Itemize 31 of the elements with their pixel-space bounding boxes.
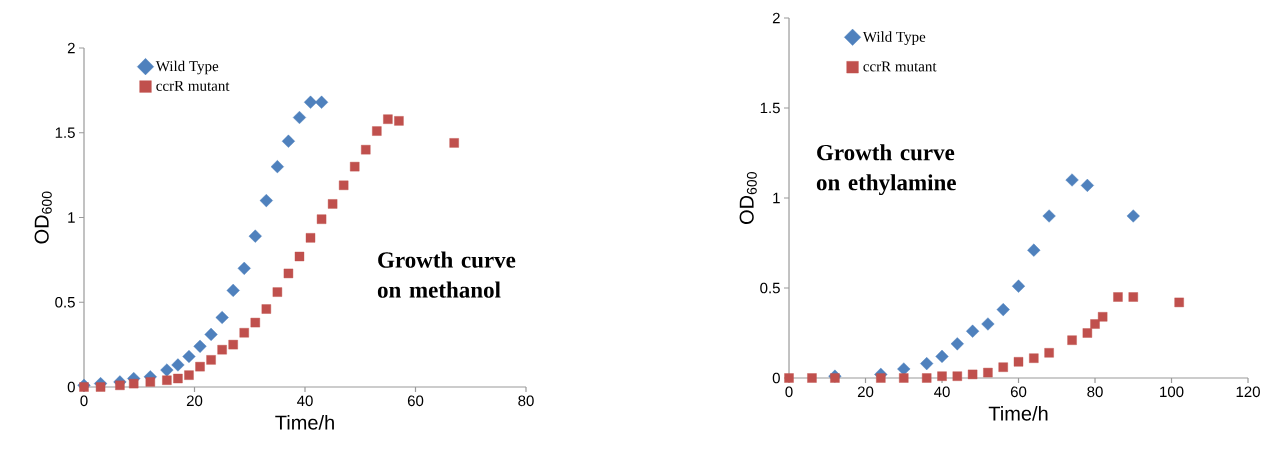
x-axis-title: Time/h — [988, 405, 1048, 421]
x-axis-title: Time/h — [275, 414, 334, 430]
y-tick-label: 2 — [772, 12, 780, 24]
x-tick-label: 80 — [518, 395, 534, 407]
y-tick-label: 0.5 — [55, 296, 75, 308]
annotation: Growth curve on methanol — [377, 251, 516, 298]
y-tick-label: 1 — [68, 212, 75, 223]
y-tick-label: 0 — [772, 372, 780, 384]
x-tick-label: 0 — [80, 395, 88, 407]
x-tick-label: 20 — [857, 386, 874, 398]
y-tick-label: 2 — [67, 42, 75, 54]
x-tick-label: 80 — [1087, 386, 1103, 398]
x-tick-label: 20 — [186, 395, 203, 407]
y-axis-title: OD$_{600}$ — [739, 172, 757, 224]
y-axis-title: OD$_{600}$ — [34, 191, 52, 244]
legend-label: ccrR mutant — [156, 80, 230, 91]
y-tick-label: 1 — [773, 192, 780, 204]
legend-label: Wild Type — [155, 60, 219, 75]
legend-label: ccrR mutant — [863, 61, 937, 72]
y-tick-label: 0.5 — [760, 282, 780, 294]
x-tick-label: 60 — [1010, 386, 1027, 398]
y-tick-label: 1.5 — [55, 127, 75, 138]
x-tick-label: 0 — [785, 386, 793, 398]
x-tick-label: 40 — [934, 386, 950, 398]
x-tick-label: 120 — [1236, 386, 1260, 398]
legend-label: Wild Type — [862, 31, 926, 45]
x-tick-label: 40 — [297, 395, 313, 407]
y-tick-label: 1.5 — [760, 102, 780, 114]
x-tick-label: 100 — [1160, 386, 1184, 398]
annotation: Growth curve on ethylamine — [816, 144, 956, 196]
x-tick-label: 60 — [407, 395, 424, 407]
